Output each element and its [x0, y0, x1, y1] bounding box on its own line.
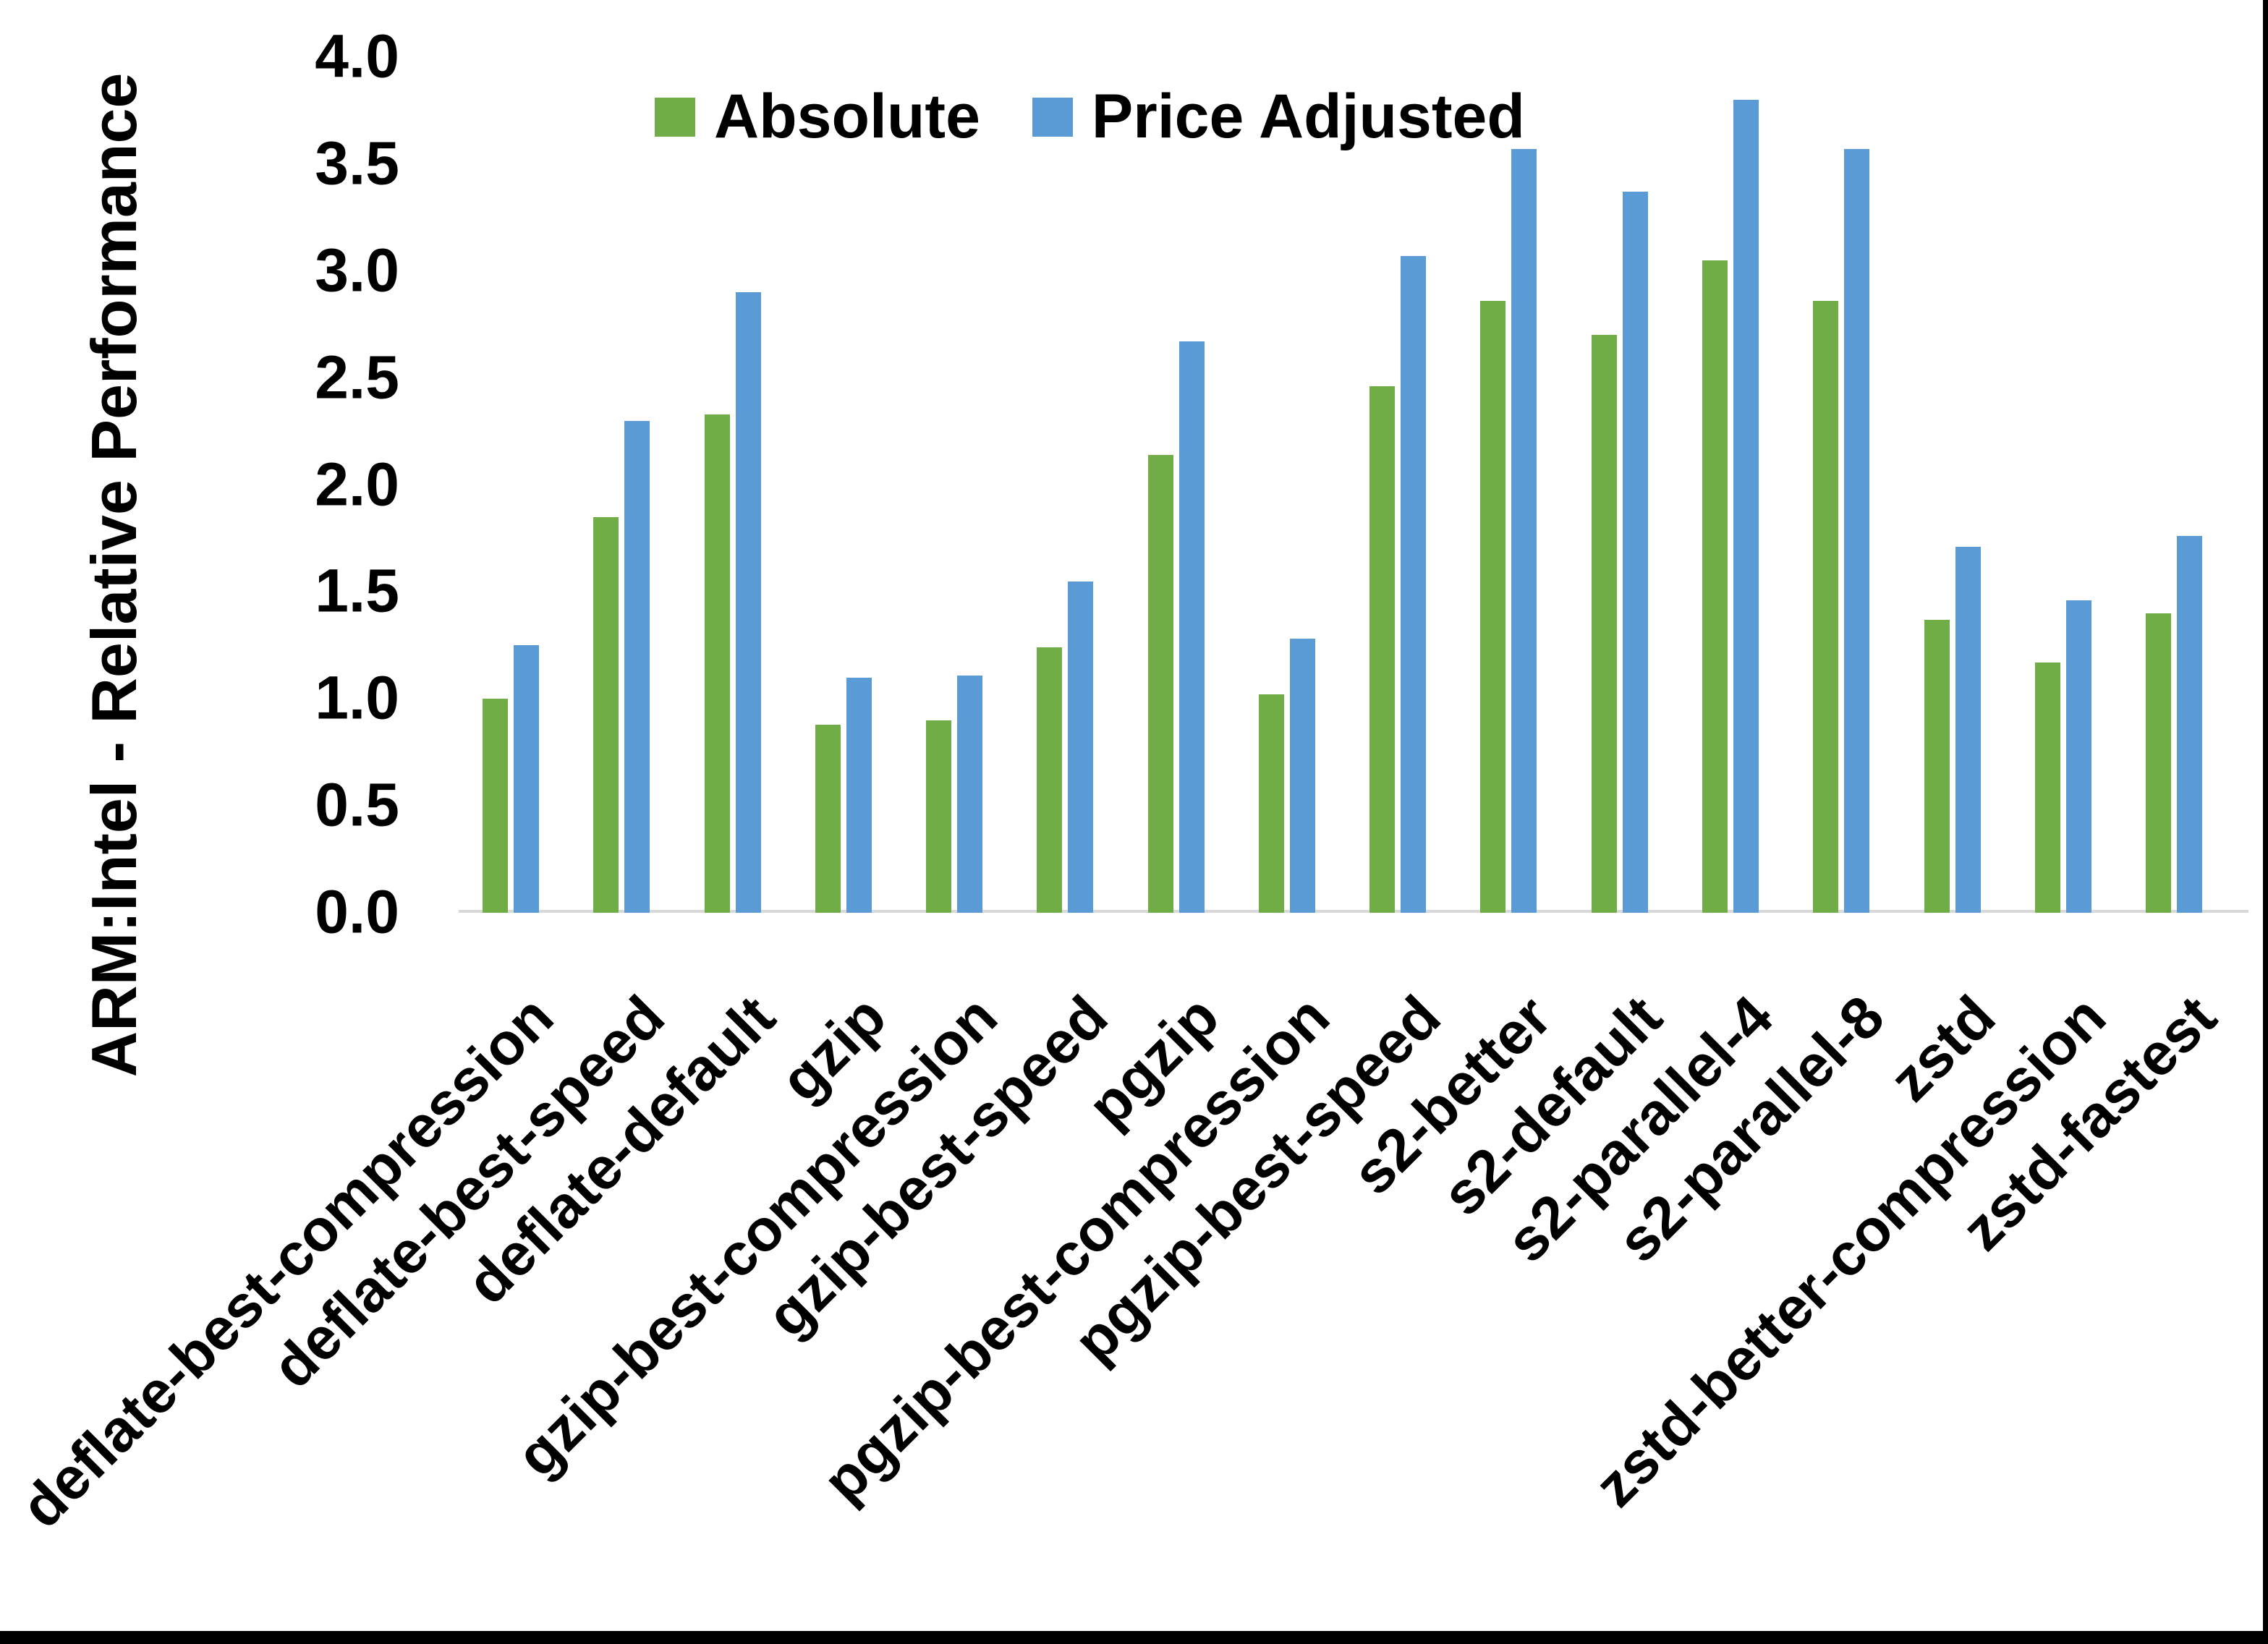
bar-price-adjusted-gzip-best-compression [957, 675, 983, 913]
bar-absolute-gzip-best-speed [1037, 647, 1063, 913]
y-tick-label-0-5: 0.5 [315, 770, 399, 839]
bar-price-adjusted-s2-default [1622, 192, 1648, 913]
bar-price-adjusted-deflate-best-speed [624, 420, 650, 913]
y-tick-label-4-0: 4.0 [315, 22, 399, 90]
bar-price-adjusted-deflate-default [735, 292, 761, 913]
bar-price-adjusted-pgzip [1178, 341, 1205, 913]
bar-absolute-zstd-better-compression [2034, 662, 2060, 913]
bar-price-adjusted-s2-parallel-8 [1844, 149, 1870, 913]
bar-absolute-s2-parallel-4 [1702, 260, 1728, 913]
bar-price-adjusted-zstd-fastest [2177, 536, 2203, 913]
bar-price-adjusted-zstd [1955, 547, 1981, 913]
legend-item-absolute: Absolute [655, 81, 980, 153]
legend-label-price-adjusted: Price Adjusted [1091, 82, 1525, 151]
bar-price-adjusted-zstd-better-compression [2065, 600, 2091, 913]
bar-absolute-deflate-best-speed [593, 516, 619, 913]
bar-absolute-deflate-best-compression [483, 699, 508, 913]
legend-swatch-absolute-icon [655, 97, 695, 137]
legend-swatch-price-adjusted-icon [1032, 97, 1073, 137]
bar-absolute-deflate-default [704, 414, 730, 913]
bar-price-adjusted-pgzip-best-speed [1401, 256, 1427, 913]
legend: Absolute Price Adjusted [655, 81, 1525, 153]
legend-item-price-adjusted: Price Adjusted [1032, 81, 1525, 153]
y-tick-label-1-5: 1.5 [315, 556, 399, 625]
bar-price-adjusted-s2-better [1511, 149, 1537, 913]
bar-price-adjusted-gzip-best-speed [1068, 581, 1094, 913]
y-tick-label-2-5: 2.5 [315, 342, 399, 411]
screenshot-right-border [2263, 0, 2268, 1644]
y-tick-label-2-0: 2.0 [315, 449, 399, 518]
bar-absolute-s2-default [1591, 335, 1617, 913]
bar-price-adjusted-deflate-best-compression [514, 645, 539, 913]
x-axis-line [459, 910, 2248, 913]
bar-price-adjusted-pgzip-best-compression [1289, 639, 1315, 913]
y-tick-label-3-5: 3.5 [315, 129, 399, 197]
y-tick-label-0-0: 0.0 [315, 877, 399, 946]
bar-absolute-pgzip-best-speed [1369, 386, 1396, 913]
legend-label-absolute: Absolute [714, 82, 980, 151]
bar-absolute-gzip [815, 724, 841, 913]
bar-price-adjusted-s2-parallel-4 [1733, 100, 1759, 913]
bar-absolute-s2-parallel-8 [1813, 301, 1839, 913]
screenshot-bottom-border [0, 1631, 2268, 1644]
bar-absolute-zstd [1924, 619, 1950, 913]
bar-absolute-zstd-fastest [2146, 613, 2172, 913]
bar-absolute-pgzip [1147, 455, 1173, 913]
bar-absolute-s2-better [1480, 301, 1506, 913]
bar-absolute-pgzip-best-compression [1258, 694, 1284, 913]
bar-price-adjusted-gzip [846, 677, 872, 913]
bar-absolute-gzip-best-compression [926, 720, 952, 913]
y-tick-label-3-0: 3.0 [315, 236, 399, 304]
y-tick-label-1-0: 1.0 [315, 663, 399, 732]
